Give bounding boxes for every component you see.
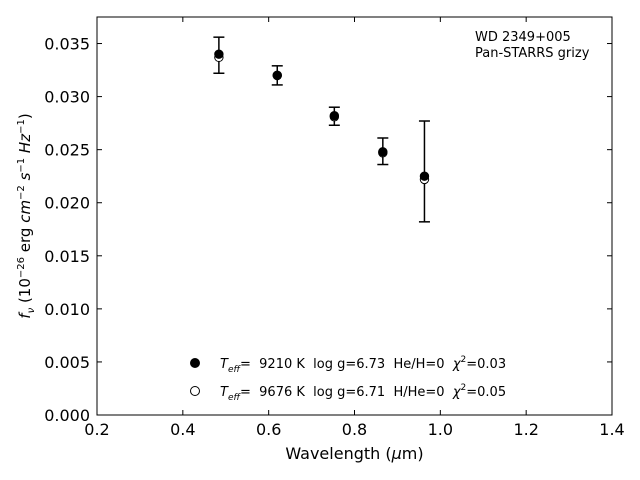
x-tick-label: 0.4	[170, 420, 195, 439]
legend-marker-filled	[190, 358, 200, 368]
annotation-object: WD 2349+005	[475, 30, 571, 45]
point-filled	[214, 49, 224, 59]
x-tick-label: 1.0	[428, 420, 453, 439]
x-tick-label: 0.6	[256, 420, 281, 439]
point-filled	[329, 111, 340, 121]
data-points	[214, 49, 430, 185]
plot-area	[96, 16, 613, 416]
x-axis-ticks: 0.2 0.4 0.6 0.8 1.0 1.2 1.4	[84, 17, 625, 439]
y-tick-label: 0.030	[44, 88, 90, 107]
point-filled	[378, 147, 388, 157]
point-filled	[419, 171, 430, 181]
y-tick-label: 0.010	[44, 300, 90, 319]
y-tick-label: 0.025	[44, 141, 90, 160]
y-axis-label: fν (10−26 erg cm−2 s−1 Hz−1)	[16, 113, 37, 318]
x-tick-label: 1.2	[513, 420, 538, 439]
x-tick-label: 0.8	[342, 420, 367, 439]
annotation-survey: Pan-STARRS grizy	[475, 46, 590, 61]
y-tick-label: 0.000	[44, 406, 90, 425]
y-axis-ticks: 0.000 0.005 0.010 0.015 0.020 0.025 0.030 0.035	[44, 35, 612, 425]
legend-label-0: Teff= 9210 K log g=6.73 He/H=0 χ2=0.03	[220, 355, 506, 375]
point-filled	[272, 70, 282, 81]
legend-marker-open	[190, 386, 200, 396]
x-axis-label: Wavelength (μm)	[285, 444, 423, 463]
y-tick-label: 0.035	[44, 35, 90, 54]
x-tick-label: 1.4	[599, 420, 624, 439]
y-tick-label: 0.015	[44, 247, 90, 266]
legend: Teff= 9210 K log g=6.73 He/H=0 χ2=0.03 T…	[190, 355, 506, 403]
error-bar	[418, 120, 430, 223]
y-tick-label: 0.005	[44, 353, 90, 372]
y-tick-label: 0.020	[44, 194, 90, 213]
legend-label-1: Teff= 9676 K log g=6.71 H/He=0 χ2=0.05	[220, 383, 506, 403]
x-tick-label: 0.2	[84, 420, 109, 439]
